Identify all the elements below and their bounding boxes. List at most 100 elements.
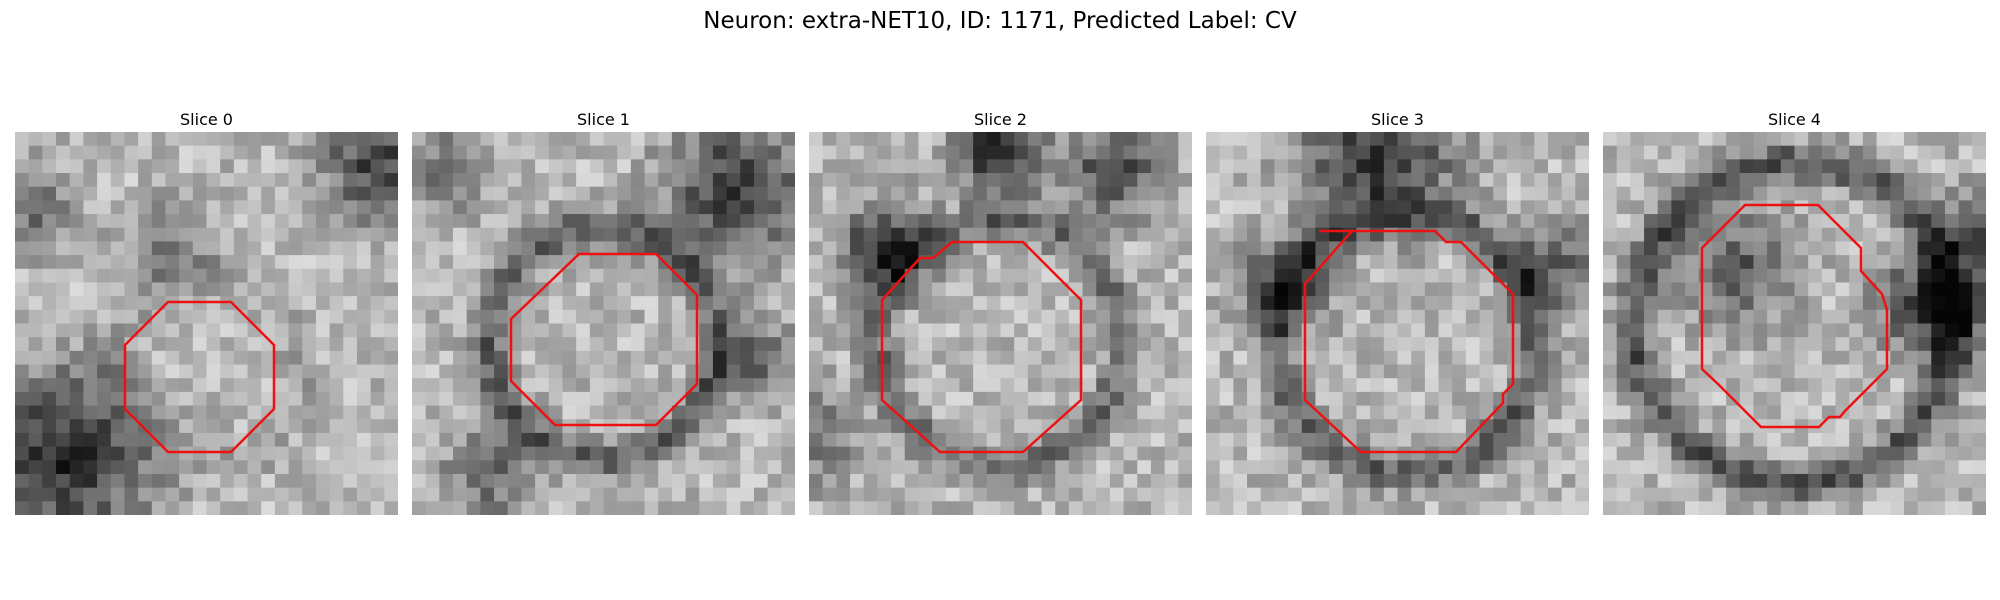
image-pixel xyxy=(1767,323,1782,338)
image-pixel xyxy=(1547,391,1563,407)
image-pixel xyxy=(630,364,646,379)
image-pixel xyxy=(1630,446,1645,461)
image-pixel xyxy=(1479,159,1494,174)
image-pixel xyxy=(589,214,605,229)
image-pixel xyxy=(56,159,71,174)
image-pixel xyxy=(877,268,892,284)
image-pixel xyxy=(1575,296,1589,311)
image-pixel xyxy=(1575,255,1589,270)
image-pixel xyxy=(1356,255,1371,270)
image-pixel xyxy=(918,241,933,256)
image-pixel xyxy=(1219,446,1234,461)
image-pixel xyxy=(28,364,43,379)
slice-title: Slice 1 xyxy=(577,110,630,129)
image-pixel xyxy=(83,487,98,502)
image-pixel xyxy=(1082,186,1097,201)
image-pixel xyxy=(1698,501,1714,515)
image-pixel xyxy=(1903,487,1919,502)
image-pixel xyxy=(1301,214,1317,229)
image-pixel xyxy=(535,132,550,147)
image-pixel xyxy=(1123,200,1138,215)
image-pixel xyxy=(781,173,795,188)
image-pixel xyxy=(1206,309,1221,325)
image-pixel xyxy=(1808,296,1823,311)
image-pixel xyxy=(480,282,495,297)
image-pixel xyxy=(1616,391,1631,407)
image-pixel xyxy=(1178,446,1192,461)
image-pixel xyxy=(603,132,618,147)
image-pixel xyxy=(1575,200,1589,215)
image-pixel xyxy=(370,501,385,515)
image-pixel xyxy=(1534,405,1549,420)
image-pixel xyxy=(1150,432,1166,448)
image-pixel xyxy=(1685,241,1700,256)
image-pixel xyxy=(1370,309,1385,325)
image-pixel xyxy=(1767,132,1782,147)
image-pixel xyxy=(83,460,98,475)
image-pixel xyxy=(535,460,550,475)
image-pixel xyxy=(1055,296,1070,311)
image-pixel xyxy=(384,473,398,489)
image-pixel xyxy=(1000,282,1015,297)
image-pixel xyxy=(1849,473,1864,489)
image-pixel xyxy=(1712,282,1727,297)
image-pixel xyxy=(850,337,865,352)
image-pixel xyxy=(1753,255,1768,270)
image-pixel xyxy=(1726,405,1741,420)
image-pixel xyxy=(1342,296,1358,311)
image-pixel xyxy=(507,282,523,297)
image-pixel xyxy=(1575,145,1589,160)
image-pixel xyxy=(1000,501,1015,515)
image-pixel xyxy=(1137,460,1152,475)
image-pixel xyxy=(904,391,920,407)
image-pixel xyxy=(1329,255,1344,270)
image-pixel xyxy=(1726,296,1741,311)
image-pixel xyxy=(1150,337,1166,352)
image-pixel xyxy=(494,501,509,515)
image-pixel xyxy=(1206,432,1221,448)
image-pixel xyxy=(836,227,851,243)
image-pixel xyxy=(740,241,755,256)
image-pixel xyxy=(206,419,221,434)
image-pixel xyxy=(329,255,344,270)
image-pixel xyxy=(1465,419,1481,434)
image-pixel xyxy=(932,323,947,338)
image-pixel xyxy=(97,145,112,160)
image-pixel xyxy=(1150,255,1166,270)
image-pixel xyxy=(1288,419,1303,434)
image-pixel xyxy=(1055,419,1070,434)
image-pixel xyxy=(97,391,112,407)
image-pixel xyxy=(1438,337,1453,352)
image-pixel xyxy=(1603,159,1618,174)
image-pixel xyxy=(1219,501,1234,515)
image-pixel xyxy=(932,487,947,502)
image-pixel xyxy=(233,132,249,147)
image-pixel xyxy=(288,364,303,379)
image-pixel xyxy=(1712,337,1727,352)
image-pixel xyxy=(726,214,741,229)
image-pixel xyxy=(370,173,385,188)
image-pixel xyxy=(1972,241,1986,256)
image-pixel xyxy=(1274,296,1289,311)
image-pixel xyxy=(1493,186,1508,201)
image-pixel xyxy=(69,501,84,515)
image-pixel xyxy=(247,419,262,434)
image-pixel xyxy=(1547,419,1563,434)
image-pixel xyxy=(1794,378,1809,393)
image-pixel xyxy=(1958,337,1973,352)
image-pixel xyxy=(220,132,235,147)
image-pixel xyxy=(343,159,358,174)
image-pixel xyxy=(891,378,906,393)
image-pixel xyxy=(740,255,755,270)
image-pixel xyxy=(630,460,646,475)
image-pixel xyxy=(425,282,440,297)
image-pixel xyxy=(466,200,481,215)
image-pixel xyxy=(1862,460,1878,475)
image-pixel xyxy=(1247,501,1262,515)
image-pixel xyxy=(1164,364,1179,379)
image-pixel xyxy=(1411,378,1426,393)
image-pixel xyxy=(617,446,632,461)
image-pixel xyxy=(644,364,659,379)
image-pixel xyxy=(603,405,618,420)
image-pixel xyxy=(1644,145,1659,160)
